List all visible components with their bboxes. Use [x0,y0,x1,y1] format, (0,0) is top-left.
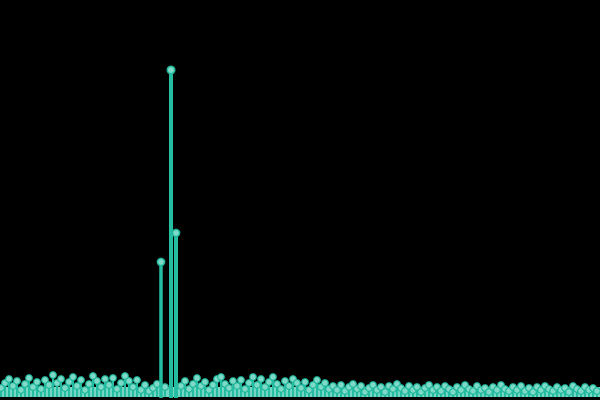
data-point-marker[interactable] [593,387,600,395]
data-point-marker[interactable] [209,381,217,389]
data-point-marker[interactable] [5,375,13,383]
data-point-marker[interactable] [105,381,113,389]
data-point-marker[interactable] [101,375,109,383]
data-point-marker[interactable] [125,377,133,385]
data-point-marker[interactable] [285,382,293,390]
data-point-marker[interactable] [81,386,89,394]
data-point-marker[interactable] [77,376,85,384]
data-point-marker[interactable] [129,383,137,391]
data-point-marker[interactable] [49,371,57,379]
data-point-marker[interactable] [357,382,365,390]
data-point-marker[interactable] [73,382,81,390]
data-point-marker[interactable] [565,388,573,396]
data-point-marker[interactable] [109,374,117,382]
data-point-marker[interactable] [85,380,93,388]
data-point-marker[interactable] [241,385,249,393]
data-point-marker[interactable] [113,385,121,393]
data-point-marker[interactable] [17,386,25,394]
data-point-marker[interactable] [349,380,357,388]
data-point-marker[interactable] [321,379,329,387]
data-point-marker[interactable] [141,381,149,389]
data-point-marker[interactable] [225,384,233,392]
data-point-marker[interactable] [97,383,105,391]
data-point-marker[interactable] [41,376,49,384]
data-point-marker[interactable] [313,376,321,384]
data-point-marker[interactable] [517,382,525,390]
data-point-marker[interactable] [201,378,209,386]
data-point-marker[interactable] [13,377,21,385]
data-point-marker[interactable] [61,384,69,392]
data-point-marker[interactable] [93,377,101,385]
data-point-marker[interactable] [377,383,385,391]
peak-marker[interactable] [156,257,166,267]
data-point-marker[interactable] [229,377,237,385]
data-point-marker[interactable] [69,373,77,381]
data-point-marker[interactable] [237,376,245,384]
data-point-marker[interactable] [189,380,197,388]
data-point-marker[interactable] [253,381,261,389]
data-point-marker[interactable] [133,376,141,384]
data-point-marker[interactable] [233,382,241,390]
data-point-marker[interactable] [269,373,277,381]
data-point-marker[interactable] [45,381,53,389]
data-point-marker[interactable] [297,384,305,392]
data-point-marker[interactable] [25,374,33,382]
data-point-marker[interactable] [249,373,257,381]
data-point-marker[interactable] [121,372,129,380]
data-point-marker[interactable] [37,385,45,393]
data-point-marker[interactable] [381,388,389,396]
data-point-marker[interactable] [277,385,285,393]
data-point-marker[interactable] [57,375,65,383]
data-point-marker[interactable] [33,378,41,386]
data-point-marker[interactable] [217,373,225,381]
data-point-marker[interactable] [21,380,29,388]
data-point-marker[interactable] [425,381,433,389]
data-point-marker[interactable] [245,379,253,387]
data-point-marker[interactable] [337,381,345,389]
peak-marker[interactable] [166,65,176,75]
data-point-marker[interactable] [193,374,201,382]
data-point-marker[interactable] [257,375,265,383]
data-point-marker[interactable] [273,380,281,388]
data-point-marker[interactable] [181,377,189,385]
data-point-marker[interactable] [369,381,377,389]
data-point-marker[interactable] [413,383,421,391]
data-point-marker[interactable] [293,379,301,387]
data-point-marker[interactable] [117,379,125,387]
data-point-marker[interactable] [281,377,289,385]
data-point-marker[interactable] [89,372,97,380]
data-point-marker[interactable] [301,378,309,386]
peak-marker[interactable] [171,228,181,238]
